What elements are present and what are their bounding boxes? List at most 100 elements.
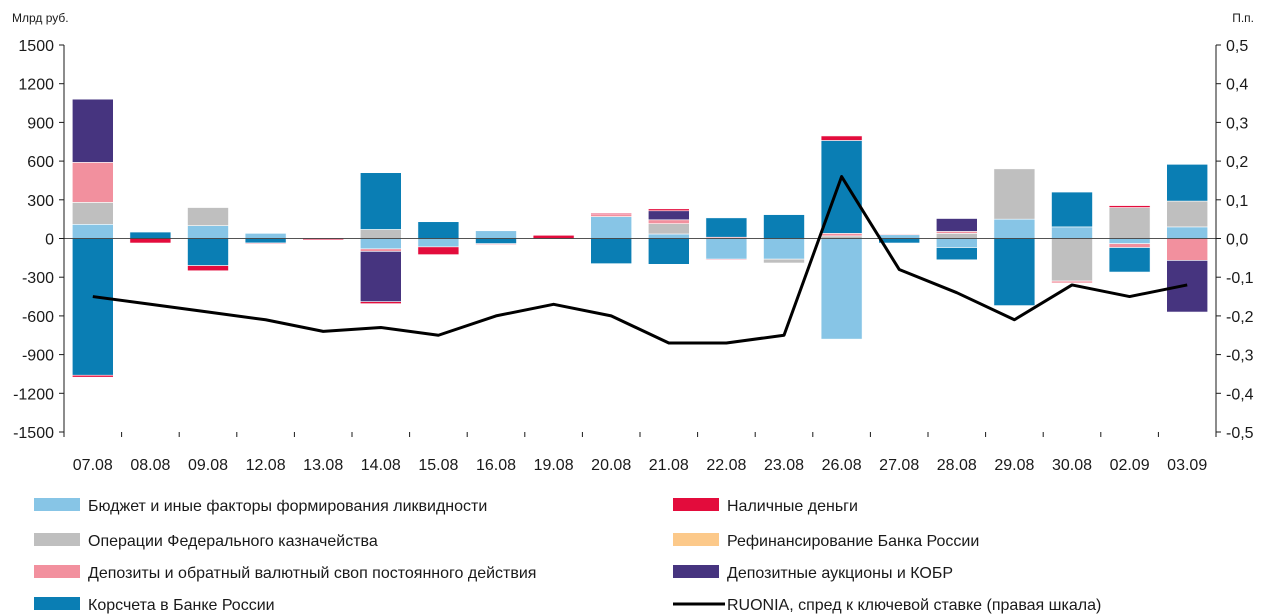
ruonia-spread-line <box>92 175 1188 345</box>
x-axis-tick-label: 03.09 <box>1167 457 1207 474</box>
bar-segment <box>72 98 114 163</box>
x-axis-tick-label: 22.08 <box>706 457 746 474</box>
bar-segment <box>763 258 805 264</box>
right-axis-tick-label: -0,2 <box>1226 309 1254 326</box>
bar-segment <box>417 221 460 239</box>
bar-segment <box>244 242 287 245</box>
bar-segment <box>878 238 921 244</box>
left-axis-tick-label: -600 <box>22 309 54 326</box>
bar-segment <box>878 233 921 236</box>
left-axis-tick-label: 0 <box>45 232 54 249</box>
legend-label: Бюджет и иные факторы формирования ликви… <box>88 498 487 515</box>
right-axis-tick-label: 0,4 <box>1226 77 1248 94</box>
bar-segment <box>187 207 229 226</box>
bar-segment <box>1166 200 1208 228</box>
right-axis-tick-label: 0,0 <box>1226 232 1248 249</box>
x-axis-tick-label: 21.08 <box>649 457 689 474</box>
bar-segment <box>1051 238 1093 282</box>
bar-segment <box>590 238 633 264</box>
right-axis-tick-label: -0,5 <box>1226 425 1254 442</box>
bar-segment <box>1166 164 1208 202</box>
bar-segment <box>359 248 402 252</box>
x-axis-tick-label: 08.08 <box>130 457 170 474</box>
legend-item: Депозиты и обратный валютный своп постоя… <box>34 565 536 582</box>
bar-segment <box>129 231 172 239</box>
bar-segment <box>359 229 402 239</box>
x-axis-tick-label: 15.08 <box>418 457 458 474</box>
x-axis-tick-label: 19.08 <box>534 457 574 474</box>
legend-label: RUONIA, спред к ключевой ставке (правая … <box>727 597 1101 614</box>
legend-item: Наличные деньги <box>673 498 858 515</box>
bar-segment <box>417 238 460 248</box>
bar-segment <box>935 247 978 261</box>
left-axis-tick-label: 900 <box>27 115 54 132</box>
bar-segment <box>475 243 517 245</box>
bar-segment <box>763 214 805 239</box>
bar-segment <box>244 238 287 244</box>
bar-segment <box>1051 280 1093 284</box>
left-axis-tick-label: -1500 <box>13 425 54 442</box>
legend-item: Корсчета в Банке России <box>34 597 275 614</box>
x-axis-tick-label: 23.08 <box>764 457 804 474</box>
bar-segment <box>1108 205 1151 208</box>
bar-segment <box>935 238 978 248</box>
right-axis-unit-label: П.п. <box>1232 11 1254 25</box>
bar-segment <box>1166 226 1208 239</box>
bar-segment <box>647 219 690 224</box>
bar-segment <box>705 238 748 260</box>
bar-segment <box>590 213 633 215</box>
bar-segment <box>1166 238 1208 261</box>
legend-label: Депозитные аукционы и КОБР <box>727 565 953 582</box>
left-axis-tick-label: 1200 <box>18 77 54 94</box>
x-axis-tick-label: 20.08 <box>591 457 631 474</box>
right-axis-tick-label: -0,3 <box>1226 348 1254 365</box>
left-axis-tick-label: -300 <box>22 270 54 287</box>
bar-segment <box>187 238 229 266</box>
x-axis-tick-label: 14.08 <box>361 457 401 474</box>
legend-swatch <box>673 498 719 511</box>
x-axis-tick-label: 30.08 <box>1052 457 1092 474</box>
legend: Бюджет и иные факторы формирования ликви… <box>34 498 1101 614</box>
left-axis-tick-label: 600 <box>27 154 54 171</box>
x-axis-tick-label: 02.09 <box>1110 457 1150 474</box>
legend-label: Корсчета в Банке России <box>88 597 275 614</box>
bar-segment <box>359 172 402 230</box>
bar-segment <box>1051 191 1093 228</box>
bar-segment <box>820 135 863 141</box>
bar-segment <box>647 210 690 221</box>
bar-segment <box>72 374 114 378</box>
bar-segment <box>993 218 1036 239</box>
left-axis-tick-label: 1500 <box>18 38 54 55</box>
plot-area: 1500 1200 900 600 300 0 -300 -600 -900 -1200 -1500… <box>13 38 1254 474</box>
x-axis-tick-label: 12.08 <box>246 457 286 474</box>
bar-segment <box>1108 207 1151 239</box>
bar-segment <box>1108 243 1151 248</box>
bar-segment <box>590 216 633 239</box>
x-axis-tick-label: 27.08 <box>879 457 919 474</box>
legend-label: Депозиты и обратный валютный своп постоя… <box>88 565 536 582</box>
bar-segment <box>475 230 517 239</box>
x-axis-tick-label: 07.08 <box>73 457 113 474</box>
bar-segment <box>1108 238 1151 244</box>
right-axis-tick-label: 0,5 <box>1226 38 1248 55</box>
legend-item: Рефинансирование Банка России <box>673 533 979 550</box>
legend-label: Операции Федерального казначейства <box>88 533 378 550</box>
bar-segment <box>820 238 863 340</box>
right-axis-tick-label: -0,1 <box>1226 270 1254 287</box>
right-axis-tick-label: 0,2 <box>1226 154 1248 171</box>
x-axis-tick-label: 16.08 <box>476 457 516 474</box>
right-axis-tick-label: 0,1 <box>1226 193 1248 210</box>
bar-segment <box>72 238 114 376</box>
bar-segment <box>935 218 978 232</box>
bar-segment <box>72 224 114 239</box>
right-axis-tick-label: 0,3 <box>1226 115 1248 132</box>
bar-segment <box>359 238 402 250</box>
bar-segment <box>705 258 748 261</box>
bar-segment <box>1051 226 1093 239</box>
legend-swatch <box>34 565 80 578</box>
bar-segment <box>993 168 1036 220</box>
x-axis-tick-label: 29.08 <box>994 457 1034 474</box>
left-axis-tick-label: -1200 <box>13 386 54 403</box>
bar-segment <box>72 162 114 203</box>
